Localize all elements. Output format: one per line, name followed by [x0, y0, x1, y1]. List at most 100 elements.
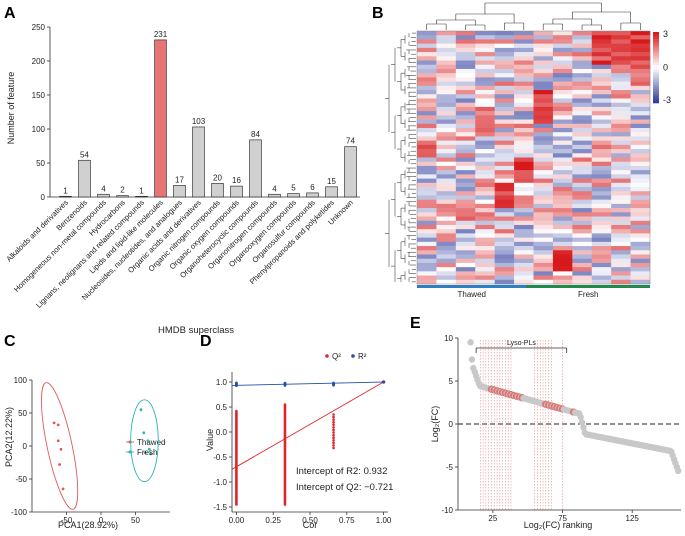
heatmap-cell	[630, 279, 651, 285]
heatmap-cell	[611, 94, 631, 99]
heatmap-cell	[630, 165, 651, 171]
heatmap-cell	[417, 174, 437, 179]
heatmap-cell	[494, 136, 515, 141]
row-dendrogram	[385, 32, 416, 283]
heatmap-cell	[572, 149, 593, 154]
heatmap-cell	[475, 43, 495, 49]
heatmap-cell	[533, 170, 554, 175]
heatmap-cell	[417, 241, 437, 247]
heatmap-cell	[533, 216, 554, 222]
heatmap-cell	[591, 149, 612, 154]
heatmap-cell	[494, 60, 515, 66]
heatmap-cell	[591, 212, 612, 217]
group-label-fresh: Fresh	[578, 290, 598, 299]
heatmap-cell	[436, 275, 457, 281]
heatmap-cell	[533, 64, 554, 70]
heatmap-cell	[417, 271, 437, 276]
heatmap-cell	[591, 157, 612, 163]
heatmap-cell	[475, 220, 495, 226]
heatmap-cell	[475, 246, 495, 251]
heatmap-cell	[591, 174, 612, 179]
heatmap-cell	[572, 178, 593, 184]
a-bar	[344, 146, 357, 198]
heatmap-cell	[591, 161, 612, 167]
heatmap-cell	[630, 77, 651, 82]
heatmap-cell	[475, 170, 495, 175]
heatmap-cell	[591, 140, 612, 146]
heatmap-cell	[494, 262, 515, 268]
heatmap-cell	[494, 212, 515, 217]
heatmap-cell	[630, 140, 651, 146]
heatmap-cell	[436, 153, 457, 158]
heatmap-cell	[494, 233, 515, 238]
colorbar-tick-label: 3	[663, 29, 668, 39]
heatmap-cell	[417, 140, 437, 146]
a-y-axis-title: Number of feature	[6, 72, 16, 145]
heatmap-cell	[455, 237, 476, 243]
heatmap-cell	[611, 258, 631, 264]
heatmap-cell	[475, 187, 495, 192]
d-plot-area: 1.0 0.5 0.0 -0.5 -1.0 -1.50.00 0.25 0.50 0.75 1.0…	[213, 352, 393, 525]
heatmap-cell	[552, 73, 573, 78]
heatmap-cell	[533, 203, 554, 209]
heatmap-cell	[494, 258, 515, 264]
heatmap-cell	[572, 98, 593, 103]
heatmap-cell	[417, 115, 437, 120]
heatmap-cell	[455, 203, 476, 209]
heatmap-cell	[630, 191, 651, 196]
heatmap-cell	[455, 68, 476, 74]
heatmap-cell	[591, 102, 612, 108]
heatmap-cell	[475, 149, 495, 154]
heatmap-cell	[552, 203, 573, 209]
heatmap-cell	[475, 106, 495, 112]
a-y-tick-label: 200	[32, 57, 46, 66]
heatmap-cell	[533, 111, 554, 116]
heatmap-cell	[514, 182, 534, 188]
e-fc-point	[578, 419, 586, 426]
e-fc-point	[580, 424, 587, 431]
heatmap-cell	[417, 52, 437, 57]
heatmap-cell	[514, 102, 534, 108]
heatmap-cell	[630, 195, 651, 200]
heatmap-cell	[552, 275, 573, 281]
heatmap-cell	[494, 52, 515, 57]
heatmap-cell	[630, 275, 651, 281]
heatmap-cell	[475, 229, 495, 234]
a-bar-value-label: 17	[175, 175, 184, 184]
heatmap-cell	[611, 275, 631, 281]
heatmap-cell	[436, 174, 457, 179]
heatmap-cell	[417, 31, 437, 36]
heatmap-cell	[436, 267, 457, 272]
heatmap-cell	[533, 237, 554, 243]
heatmap-cell	[475, 279, 495, 285]
heatmap-cell	[455, 170, 476, 175]
heatmap-cell	[611, 241, 631, 247]
heatmap-cell	[611, 81, 631, 87]
c-y-tick-label: 0	[23, 442, 28, 451]
heatmap-cell	[494, 98, 515, 103]
heatmap-cell	[494, 199, 515, 205]
heatmap-cell	[611, 144, 631, 150]
heatmap-cell	[475, 208, 495, 213]
heatmap-cell	[514, 161, 534, 167]
heatmap-cell	[494, 90, 515, 95]
colorbar-segment	[653, 93, 659, 97]
d-y-tick-label: 1.0	[216, 378, 228, 387]
d-q2-point	[332, 433, 335, 437]
heatmap-cell	[436, 140, 457, 146]
heatmap-cell	[591, 203, 612, 209]
heatmap-cell	[436, 47, 457, 53]
heatmap-cell	[417, 85, 437, 91]
heatmap-cell	[475, 111, 495, 116]
heatmap-cell	[552, 178, 573, 184]
heatmap-cell	[533, 275, 554, 281]
heatmap-cell	[533, 199, 554, 205]
heatmap-cell	[436, 123, 457, 129]
heatmap-panel: 3 0 -3 Thawed Fresh	[385, 2, 671, 299]
heatmap-cell	[514, 170, 534, 175]
heatmap-cell	[417, 165, 437, 171]
heatmap-cell	[436, 136, 457, 141]
heatmap-cell	[591, 191, 612, 196]
heatmap-cell	[611, 35, 631, 40]
c-sample-point	[58, 463, 61, 466]
